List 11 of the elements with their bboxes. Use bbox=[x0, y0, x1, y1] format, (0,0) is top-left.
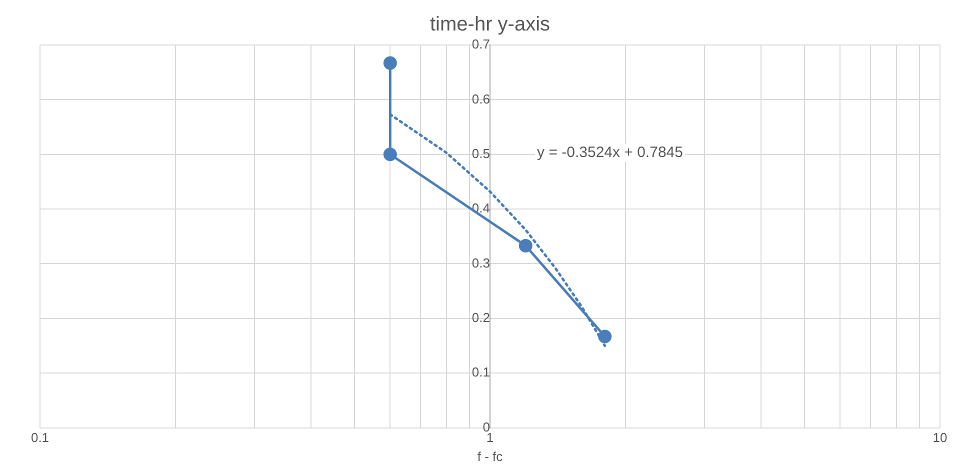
annotation: y = -0.3524x + 0.7845 bbox=[537, 144, 683, 161]
y-tick-label: 0.3 bbox=[472, 255, 490, 270]
y-tick-label: 0.7 bbox=[472, 36, 490, 52]
y-tick-label: 0.6 bbox=[472, 91, 490, 106]
chart-title: time-hr y-axis bbox=[430, 14, 550, 36]
y-tick-label: 0.2 bbox=[472, 310, 490, 326]
x-tick-label: 0.1 bbox=[30, 430, 50, 446]
y-tick-label: 0.5 bbox=[472, 146, 490, 161]
y-tick-label: 0.1 bbox=[472, 364, 490, 380]
x-tick-label: 10 bbox=[932, 430, 948, 446]
x-axis-title: f - fc bbox=[477, 448, 504, 464]
